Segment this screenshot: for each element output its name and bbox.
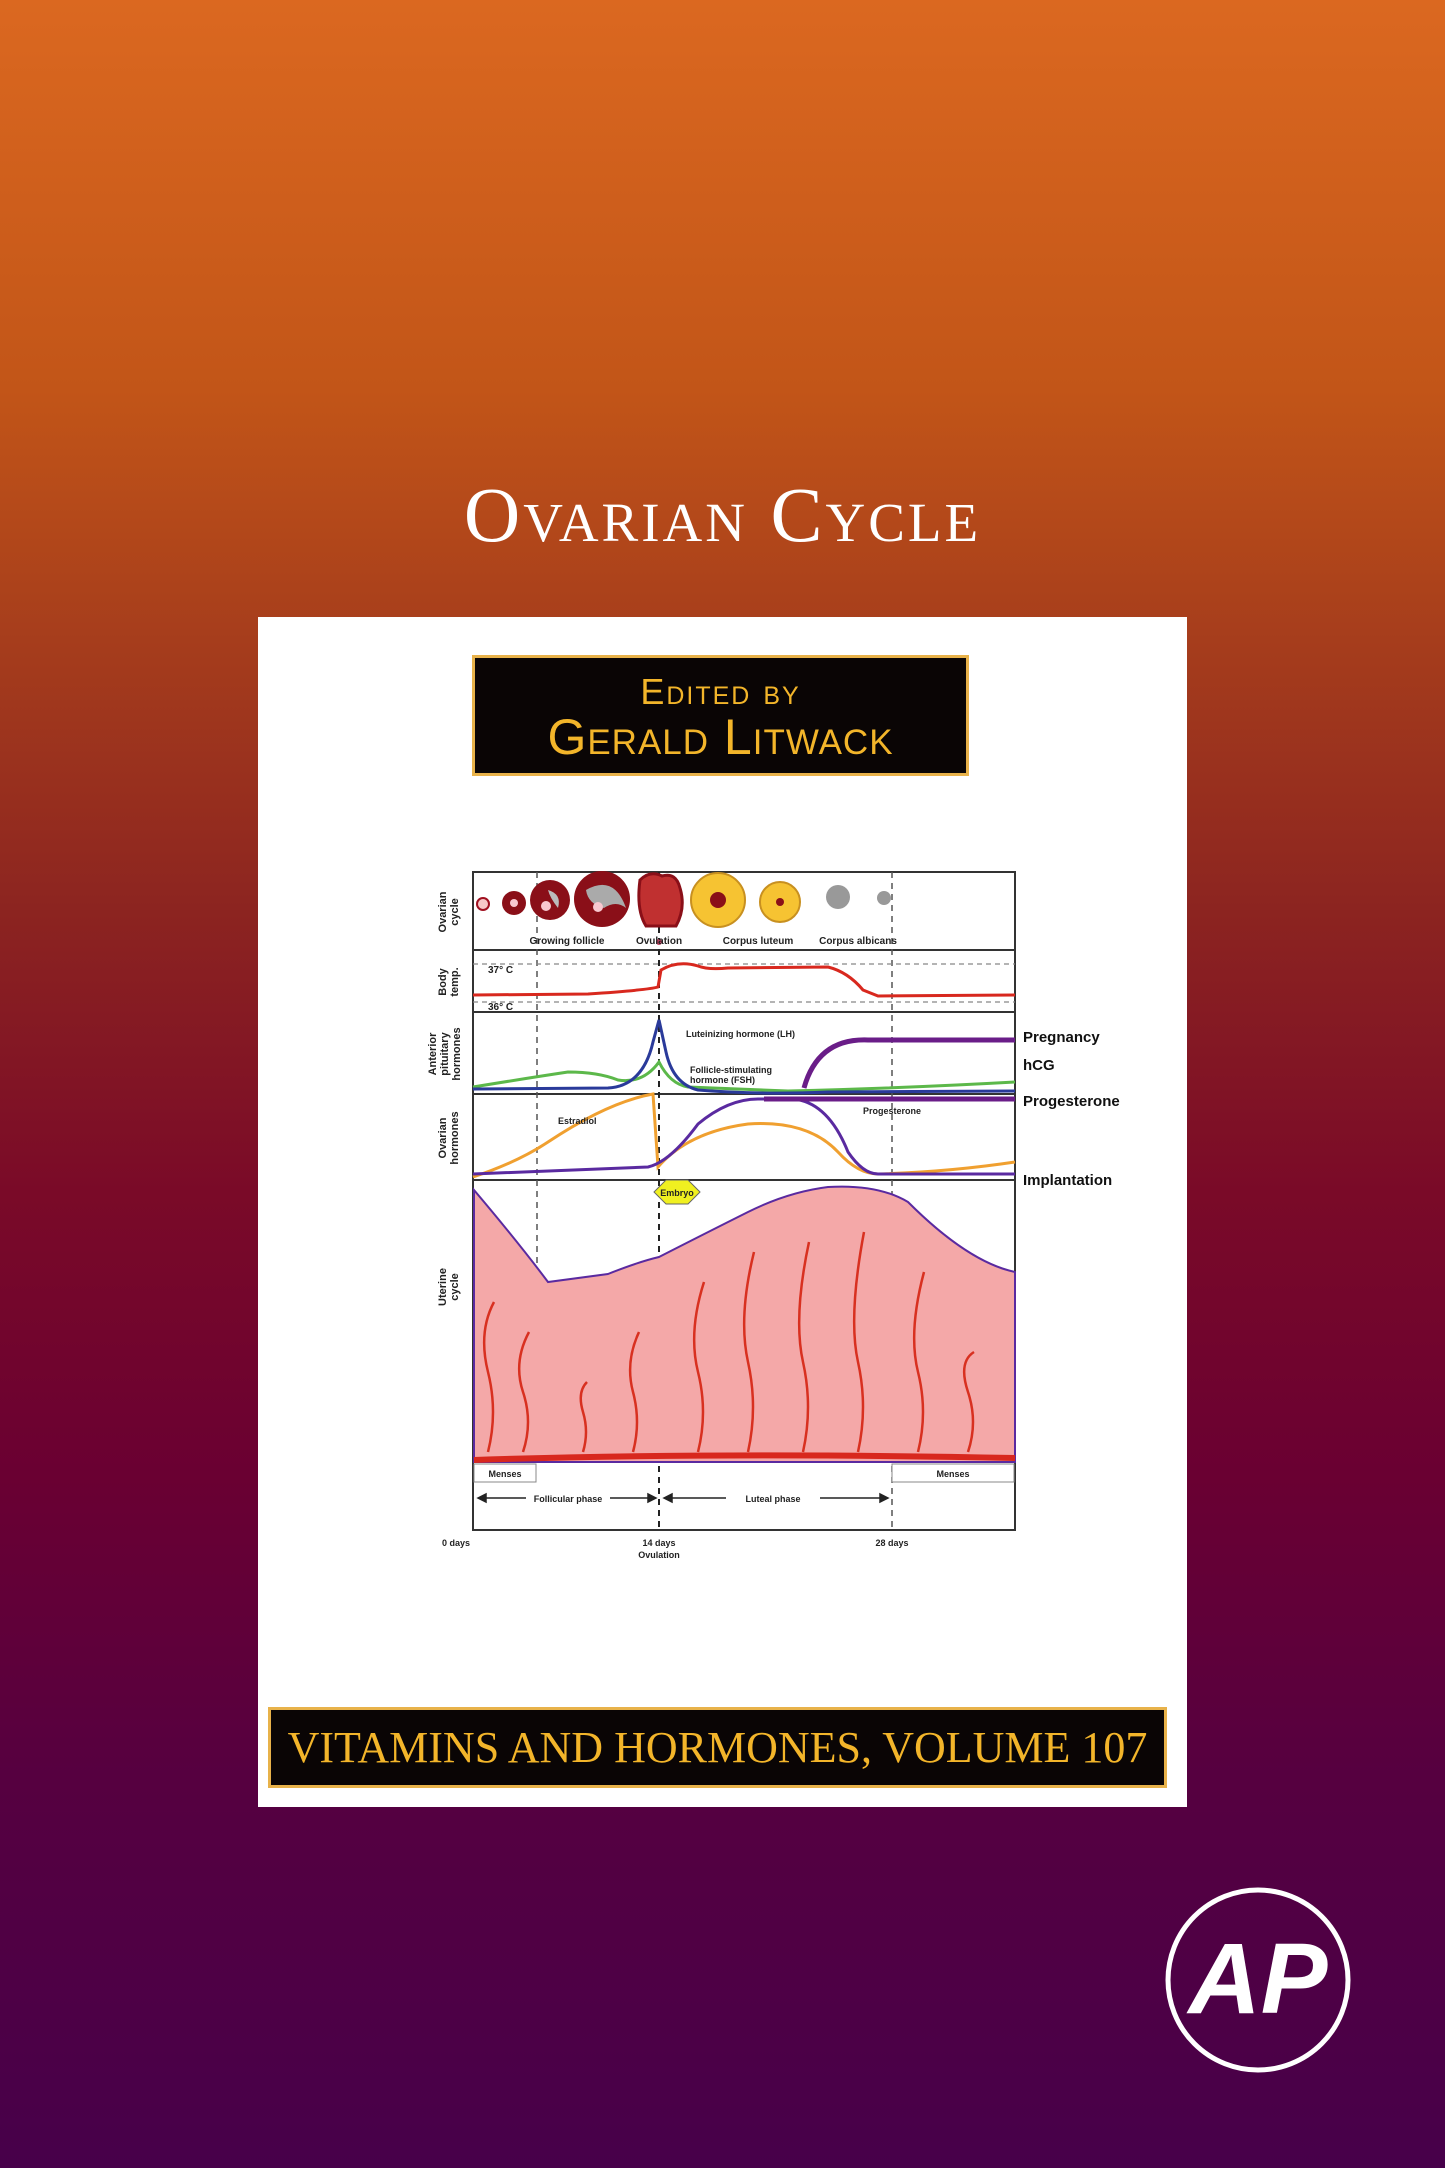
stage-corpus-albicans: Corpus albicans (819, 936, 897, 947)
svg-text:hormones: hormones (451, 1027, 463, 1080)
tick-28: 28 days (875, 1538, 908, 1548)
temp-37: 37° C (488, 965, 513, 976)
editor-name: Gerald Litwack (547, 709, 894, 765)
row-label-pituitary: Anterior (427, 1032, 439, 1076)
side-label-progesterone: Progesterone (1023, 1093, 1120, 1110)
row-label-temp: Body (437, 967, 449, 995)
ovarian-cycle-diagram: Ovarian cycle Body temp. Anterior pituit… (427, 871, 1120, 1560)
menses-left: Menses (488, 1469, 521, 1479)
tick-14: 14 days (642, 1538, 675, 1548)
side-label-hcg: hCG (1023, 1057, 1055, 1074)
temp-36: 36° C (488, 1002, 513, 1013)
svg-text:pituitary: pituitary (439, 1031, 451, 1075)
series-box: VITAMINS AND HORMONES, VOLUME 107 (268, 1707, 1167, 1788)
fsh-label-1: Follicle-stimulating (690, 1065, 772, 1075)
stage-ovulation: Ovulation (636, 936, 682, 947)
edited-by-label: Edited by (640, 671, 801, 712)
svg-text:AP: AP (1186, 1923, 1328, 2035)
follicle-icons (476, 871, 891, 945)
svg-text:cycle: cycle (449, 1273, 461, 1301)
lh-label: Luteinizing hormone (LH) (686, 1029, 795, 1039)
svg-text:cycle: cycle (449, 898, 461, 926)
series-title: VITAMINS AND HORMONES, VOLUME 107 (287, 1723, 1148, 1772)
estradiol-label: Estradiol (558, 1116, 597, 1126)
book-title: Ovarian Cycle (463, 471, 982, 558)
menses-right: Menses (936, 1469, 969, 1479)
tick-0: 0 days (442, 1538, 470, 1548)
progesterone-curve-label: Progesterone (863, 1106, 921, 1116)
row-label-ovarian: Ovarian (437, 891, 449, 932)
follicular-phase: Follicular phase (534, 1494, 603, 1504)
svg-text:hormones: hormones (449, 1111, 461, 1164)
embryo-label: Embryo (660, 1188, 694, 1198)
publisher-logo-icon: AP (1165, 1887, 1351, 2073)
ovulation-tick-label: Ovulation (638, 1550, 680, 1560)
row-label-ovarian-hormones: Ovarian (437, 1117, 449, 1158)
side-label-pregnancy: Pregnancy (1023, 1029, 1100, 1046)
stage-growing-follicle: Growing follicle (529, 936, 604, 947)
stage-corpus-luteum: Corpus luteum (723, 936, 794, 947)
cover-panel: Edited by Gerald Litwack Ovarian cycle B… (258, 617, 1187, 1807)
luteal-phase: Luteal phase (745, 1494, 800, 1504)
row-label-uterine: Uterine (437, 1268, 449, 1306)
fsh-label-2: hormone (FSH) (690, 1075, 755, 1085)
side-label-implantation: Implantation (1023, 1172, 1112, 1189)
editor-box: Edited by Gerald Litwack (472, 655, 969, 776)
svg-text:temp.: temp. (449, 967, 461, 996)
